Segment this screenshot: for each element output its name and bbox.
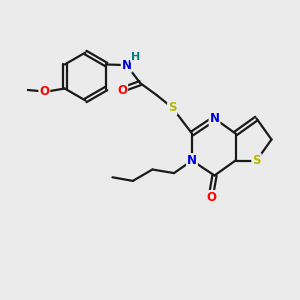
Text: O: O — [39, 85, 49, 98]
Text: O: O — [117, 84, 127, 97]
Text: S: S — [168, 101, 176, 114]
Text: N: N — [209, 112, 220, 125]
Text: O: O — [206, 191, 217, 204]
Text: N: N — [122, 58, 132, 72]
Text: H: H — [131, 52, 140, 62]
Text: N: N — [187, 154, 197, 167]
Text: S: S — [252, 154, 261, 167]
